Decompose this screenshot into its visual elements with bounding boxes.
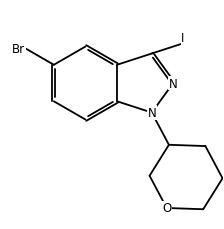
Text: N: N xyxy=(147,106,156,120)
Text: Br: Br xyxy=(12,43,25,56)
Text: I: I xyxy=(181,32,185,45)
Text: N: N xyxy=(169,77,178,90)
Text: O: O xyxy=(162,202,171,215)
